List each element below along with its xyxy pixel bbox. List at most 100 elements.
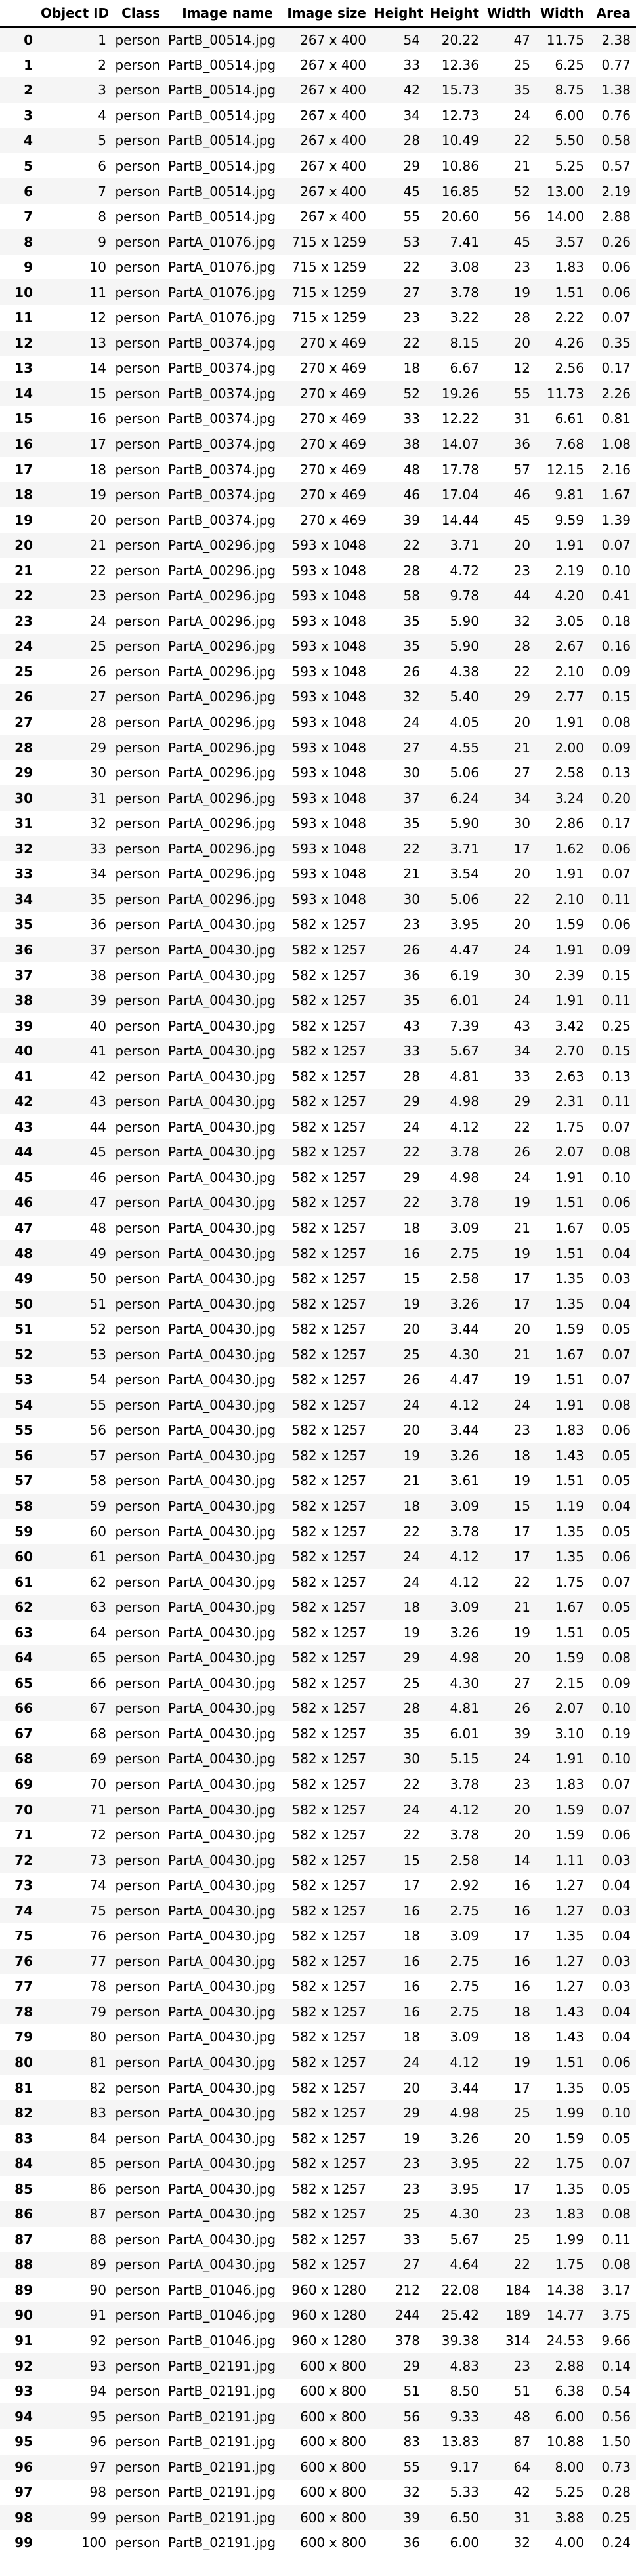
width-pct-cell: 1.75: [555, 2156, 584, 2172]
width-px-cell: 23: [513, 562, 530, 579]
area-cell: 0.11: [601, 891, 631, 907]
width-px-cell: 20: [513, 1321, 530, 1338]
class-cell: person: [115, 1725, 160, 1742]
width-pct-cell: 2.39: [555, 967, 584, 983]
width-pct-cell: 1.83: [555, 1776, 584, 1792]
area-cell: 0.06: [601, 1195, 631, 1211]
row-index: 88: [14, 2257, 33, 2273]
class-cell: person: [115, 2003, 160, 2020]
class-cell: person: [115, 107, 160, 123]
height-px-cell: 26: [403, 663, 420, 680]
image-name-cell: PartA_00430.jpg: [168, 2231, 276, 2247]
height-px-cell: 35: [403, 992, 420, 1009]
area-cell: 0.07: [601, 1118, 631, 1135]
image-size-cell: 582 x 1257: [291, 1725, 366, 1742]
area-cell: 0.03: [601, 1953, 631, 1969]
width-px-cell: 18: [513, 2029, 530, 2045]
object-id-header: Object ID: [38, 0, 112, 28]
width-px-cell: 22: [513, 1118, 530, 1135]
image-name-cell: PartA_00430.jpg: [168, 1473, 276, 1489]
image-size-cell: 582 x 1257: [291, 1877, 366, 1894]
height-px-cell: 30: [403, 765, 420, 781]
area-cell: 0.10: [601, 1700, 631, 1717]
area-cell: 0.07: [601, 866, 631, 882]
area-cell: 0.06: [601, 1827, 631, 1843]
image-name-cell: PartB_02191.jpg: [168, 2408, 276, 2424]
area-cell: 0.08: [601, 1144, 631, 1160]
object-id-cell: 95: [89, 2408, 106, 2424]
table-row: 41 42 person PartA_00430.jpg 582 x 1257 28 4.8…: [0, 1063, 636, 1089]
area-cell: 0.81: [601, 411, 631, 427]
object-id-cell: 25: [89, 638, 106, 655]
height-pct-cell: 3.44: [450, 1321, 479, 1338]
height-pct-cell: 6.24: [450, 790, 479, 806]
row-index: 46: [14, 1195, 33, 1211]
height-pct-cell: 2.75: [450, 1245, 479, 1261]
width-px-cell: 17: [513, 1523, 530, 1540]
height-px-cell: 24: [403, 1801, 420, 1818]
row-index: 55: [14, 1422, 33, 1439]
width-px-cell: 30: [513, 967, 530, 983]
row-index: 19: [14, 512, 33, 528]
object-id-cell: 70: [89, 1776, 106, 1792]
height-px-cell: 23: [403, 310, 420, 326]
area-cell: 9.66: [601, 2333, 631, 2349]
height-px-cell: 24: [403, 2055, 420, 2071]
image-name-cell: PartA_00430.jpg: [168, 1498, 276, 1514]
width-px-cell: 30: [513, 815, 530, 832]
image-name-cell: PartB_00514.jpg: [168, 209, 276, 225]
object-id-cell: 93: [89, 2358, 106, 2374]
class-cell: person: [115, 1346, 160, 1362]
width-pct-cell: 6.38: [555, 2383, 584, 2400]
height-px-cell: 83: [403, 2434, 420, 2450]
table-row: 8 9 person PartA_01076.jpg 715 x 1259 53 7.41 4…: [0, 229, 636, 255]
width-px-cell: 21: [513, 1219, 530, 1236]
image-size-cell: 600 x 800: [300, 2535, 366, 2551]
object-id-cell: 55: [89, 1397, 106, 1413]
width-px-cell: 20: [513, 916, 530, 933]
width-px-cell: 45: [513, 512, 530, 528]
height-px-cell: 29: [403, 1650, 420, 1666]
image-size-cell: 582 x 1257: [291, 967, 366, 983]
width-px-cell: 23: [513, 259, 530, 276]
width-pct-cell: 8.00: [555, 2459, 584, 2475]
height-pct-cell: 4.81: [450, 1068, 479, 1084]
area-cell: 0.77: [601, 56, 631, 73]
class-cell: person: [115, 815, 160, 832]
image-size-cell: 593 x 1048: [291, 663, 366, 680]
class-cell: person: [115, 1624, 160, 1641]
class-cell: person: [115, 1372, 160, 1388]
width-px-cell: 22: [513, 133, 530, 149]
image-name-cell: PartA_00430.jpg: [168, 1599, 276, 1616]
class-cell: person: [115, 2130, 160, 2146]
class-cell: person: [115, 234, 160, 250]
height-pct-cell: 13.83: [441, 2434, 479, 2450]
width-pct-cell: 1.67: [555, 1599, 584, 1616]
class-cell: person: [115, 1169, 160, 1185]
image-name-cell: PartB_00374.jpg: [168, 335, 276, 351]
image-size-cell: 715 x 1259: [291, 310, 366, 326]
image-size-cell: 582 x 1257: [291, 1094, 366, 1110]
area-cell: 0.06: [601, 259, 631, 276]
height-px-cell: 29: [403, 2105, 420, 2121]
row-index: 89: [14, 2281, 33, 2298]
image-name-cell: PartA_00430.jpg: [168, 1245, 276, 1261]
area-cell: 0.03: [601, 1978, 631, 1995]
width-pct-cell: 1.51: [555, 1245, 584, 1261]
image-size-cell: 582 x 1257: [291, 2029, 366, 2045]
width-pct-cell: 24.53: [546, 2333, 584, 2349]
table-row: 43 44 person PartA_00430.jpg 582 x 1257 24 4.1…: [0, 1114, 636, 1140]
table-body: 0 1 person PartB_00514.jpg 267 x 400 54 20.22 4…: [0, 27, 636, 2556]
row-index: 34: [14, 891, 33, 907]
height-px-cell: 24: [403, 1118, 420, 1135]
area-cell: 0.05: [601, 2130, 631, 2146]
area-cell: 0.13: [601, 765, 631, 781]
object-id-cell: 39: [89, 992, 106, 1009]
image-name-cell: PartA_00430.jpg: [168, 1549, 276, 1565]
image-name-cell: PartB_01046.jpg: [168, 2281, 276, 2298]
width-px-cell: 24: [513, 1169, 530, 1185]
row-index: 45: [14, 1169, 33, 1185]
image-name-cell: PartB_00374.jpg: [168, 512, 276, 528]
height-px-cell: 36: [403, 967, 420, 983]
width-px-cell: 19: [513, 1372, 530, 1388]
